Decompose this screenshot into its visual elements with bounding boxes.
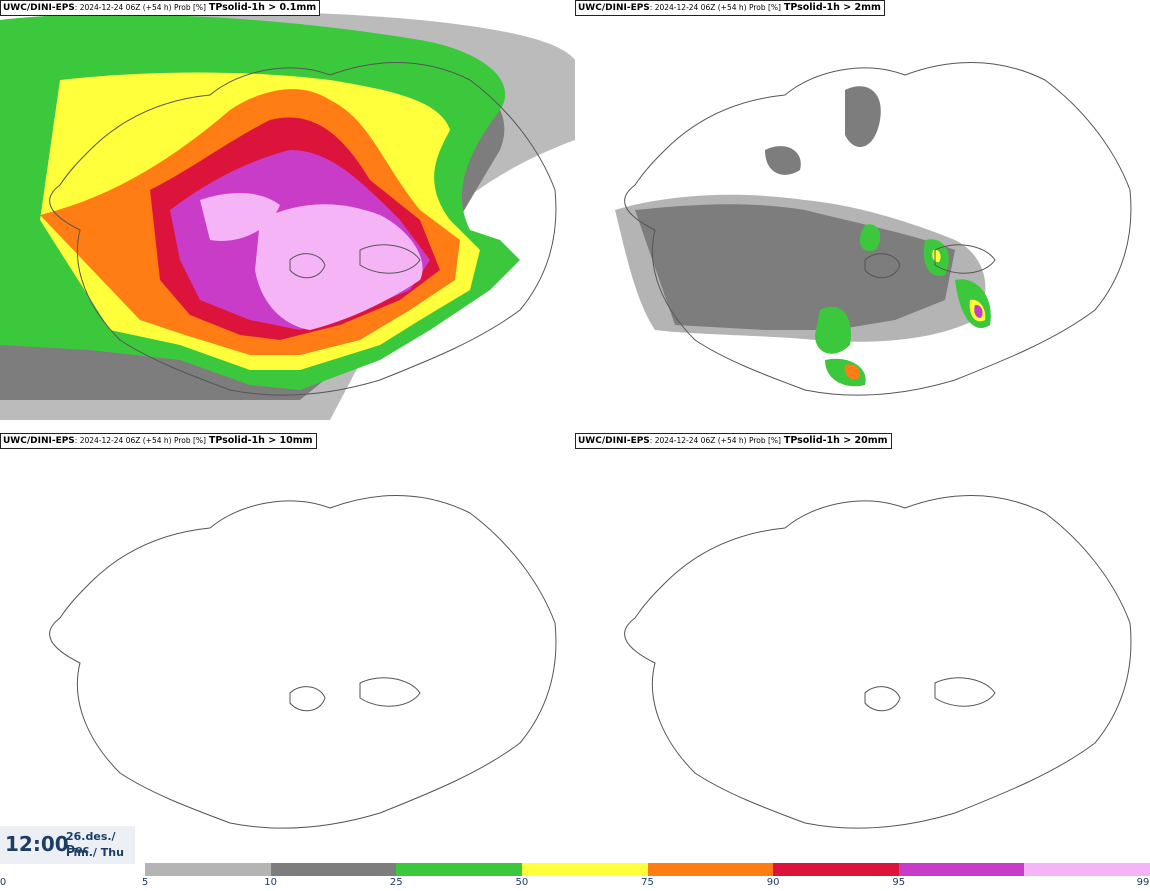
run-info-label: : 2024-12-24 06Z (+54 h) Prob [%] (74, 3, 206, 12)
run-info-label: : 2024-12-24 06Z (+54 h) Prob [%] (649, 3, 781, 12)
coastline-outline (624, 62, 1132, 396)
valid-time: 12:00 (5, 832, 69, 856)
colorbar-tick-label: 90 (766, 877, 780, 888)
field-layer (615, 86, 991, 387)
source-label: UWC/DINI-EPS (3, 3, 75, 13)
panel-title: UWC/DINI-EPS: 2024-12-24 06Z (+54 h) Pro… (575, 0, 885, 16)
colorbar-tick-label: 5 (141, 877, 149, 888)
source-label: UWC/DINI-EPS (578, 436, 650, 446)
field-layer (0, 11, 575, 420)
colorbar-segment-7 (1024, 863, 1150, 876)
panel-title: UWC/DINI-EPS: 2024-12-24 06Z (+54 h) Pro… (0, 433, 317, 449)
colorbar-tick-label: 50 (515, 877, 529, 888)
colorbar-segment-6 (898, 863, 1025, 876)
run-info-label: : 2024-12-24 06Z (+54 h) Prob [%] (74, 436, 206, 445)
colorbar-segment-4 (647, 863, 774, 876)
variable-label: TPsolid-1h > 20mm (783, 435, 888, 446)
colorbar-tick-label: 0 (0, 877, 7, 888)
source-label: UWC/DINI-EPS (578, 3, 650, 13)
map-panel-tpsolid-20mm: UWC/DINI-EPS: 2024-12-24 06Z (+54 h) Pro… (575, 433, 1150, 863)
coastline-outline (49, 495, 557, 829)
probability-map (49, 495, 557, 829)
colorbar-tick-label: 10 (264, 877, 277, 888)
panel-title: UWC/DINI-EPS: 2024-12-24 06Z (+54 h) Pro… (0, 0, 321, 16)
colorbar-segment-5 (773, 863, 899, 876)
map-panel-tpsolid-2mm: UWC/DINI-EPS: 2024-12-24 06Z (+54 h) Pro… (575, 0, 1150, 430)
variable-label: TPsolid-1h > 10mm (208, 435, 313, 446)
probability-map (0, 11, 575, 420)
colorbar-tick-label: 95 (892, 877, 906, 888)
valid-time-box: 12:00 26.des./ Dec Fim./ Thu (0, 826, 135, 864)
valid-date: 26.des./ Dec (66, 830, 116, 856)
probability-map (624, 495, 1132, 829)
valid-day: Fim./ Thu (66, 846, 124, 859)
map-panel-tpsolid-10mm: UWC/DINI-EPS: 2024-12-24 06Z (+54 h) Pro… (0, 433, 575, 863)
colorbar-tick-label: 25 (389, 877, 403, 888)
panel-title: UWC/DINI-EPS: 2024-12-24 06Z (+54 h) Pro… (575, 433, 892, 449)
colorbar-segment-2 (396, 863, 522, 876)
colorbar-tick-label: 99 (1136, 877, 1150, 888)
run-info-label: : 2024-12-24 06Z (+54 h) Prob [%] (649, 436, 781, 445)
colorbar-segment-1 (270, 863, 397, 876)
coastline-outline (624, 495, 1132, 829)
colorbar-tick-label: 75 (641, 877, 654, 888)
colorbar-segment-0 (145, 863, 271, 876)
coastline-outline (49, 62, 557, 396)
source-label: UWC/DINI-EPS (3, 436, 75, 446)
probability-map (615, 62, 1132, 396)
colorbar-segment-3 (521, 863, 648, 876)
variable-label: TPsolid-1h > 2mm (783, 2, 881, 13)
variable-label: TPsolid-1h > 0.1mm (208, 2, 317, 13)
map-panel-tpsolid-0-1mm: UWC/DINI-EPS: 2024-12-24 06Z (+54 h) Pro… (0, 0, 575, 430)
colorbar (145, 863, 1150, 876)
